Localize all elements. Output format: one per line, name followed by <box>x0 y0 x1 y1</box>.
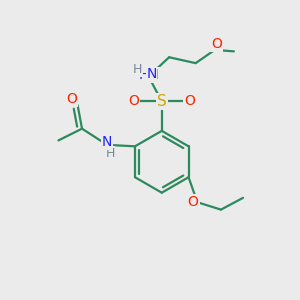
Text: O: O <box>188 195 198 209</box>
Text: H: H <box>105 147 115 160</box>
Text: O: O <box>184 94 195 108</box>
Text: O: O <box>211 37 222 51</box>
Text: HN: HN <box>138 68 159 82</box>
Text: H: H <box>133 63 142 76</box>
Text: N: N <box>146 67 157 81</box>
Text: O: O <box>66 92 77 106</box>
Text: N: N <box>102 136 112 149</box>
Text: O: O <box>128 94 139 108</box>
Text: S: S <box>157 94 167 109</box>
